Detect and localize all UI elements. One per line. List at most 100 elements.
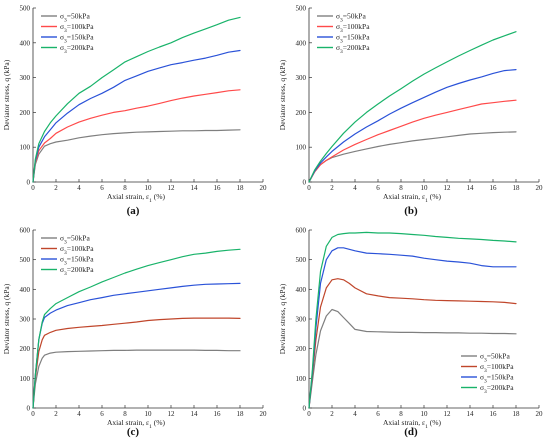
x-tick-label: 14 bbox=[191, 410, 199, 418]
legend-label: σ3=150kPa bbox=[480, 373, 514, 385]
legend-label: σ3=100kPa bbox=[480, 362, 514, 374]
y-tick-label: 0 bbox=[303, 179, 307, 187]
legend-label: σ3=50kPa bbox=[60, 12, 90, 24]
x-tick-label: 4 bbox=[353, 184, 357, 192]
x-tick-label: 14 bbox=[191, 184, 199, 192]
y-tick-label: 0 bbox=[303, 405, 307, 413]
legend-label: σ3=150kPa bbox=[60, 33, 94, 45]
y-tick-label: 600 bbox=[20, 227, 31, 235]
x-tick-label: 18 bbox=[513, 410, 521, 418]
x-tick-label: 20 bbox=[260, 184, 268, 192]
y-tick-label: 400 bbox=[296, 286, 307, 294]
x-tick-label: 2 bbox=[330, 184, 334, 192]
x-tick-label: 2 bbox=[54, 410, 58, 418]
y-tick-label: 100 bbox=[296, 375, 307, 383]
legend-label: σ3=50kPa bbox=[336, 12, 366, 24]
y-axis-title: Deviator stress, q (kPa) bbox=[2, 283, 11, 354]
x-tick-label: 20 bbox=[536, 184, 544, 192]
x-tick-label: 18 bbox=[237, 410, 245, 418]
x-axis-title: Axial strain, ε1 (%) bbox=[107, 192, 165, 204]
y-tick-label: 0 bbox=[27, 179, 31, 187]
legend-label: σ3=150kPa bbox=[336, 33, 370, 45]
x-tick-label: 0 bbox=[31, 410, 35, 418]
x-tick-label: 2 bbox=[330, 410, 334, 418]
y-tick-label: 300 bbox=[296, 316, 307, 324]
series-line-4 bbox=[32, 16, 241, 183]
legend-label: σ3=200kPa bbox=[480, 383, 514, 395]
x-tick-label: 0 bbox=[31, 184, 35, 192]
y-tick-label: 300 bbox=[20, 316, 31, 324]
x-tick-label: 12 bbox=[444, 184, 452, 192]
y-axis-title: Deviator stress, q (kPa) bbox=[278, 59, 287, 130]
chart-panel-d: 0 2 4 6 8 10 12 14 16 18 200100200300400500600Axia… bbox=[278, 227, 543, 439]
x-tick-label: 10 bbox=[421, 184, 429, 192]
legend-label: σ3=200kPa bbox=[60, 265, 94, 277]
x-tick-label: 14 bbox=[467, 410, 475, 418]
y-tick-label: 400 bbox=[20, 286, 31, 294]
series-line-1 bbox=[308, 131, 517, 183]
y-tick-label: 400 bbox=[296, 39, 307, 47]
y-axis-title: Deviator stress, q (kPa) bbox=[2, 59, 11, 130]
x-axis-title: Axial strain, ε1 (%) bbox=[107, 418, 165, 430]
x-tick-label: 8 bbox=[399, 410, 403, 418]
y-tick-label: 200 bbox=[20, 345, 31, 353]
series-line-3 bbox=[32, 282, 241, 409]
y-tick-label: 0 bbox=[27, 405, 31, 413]
y-tick-label: 200 bbox=[20, 109, 31, 117]
legend-label: σ3=50kPa bbox=[60, 234, 90, 246]
x-tick-label: 0 bbox=[307, 410, 311, 418]
x-tick-label: 12 bbox=[168, 184, 176, 192]
x-tick-label: 16 bbox=[214, 410, 222, 418]
x-axis-title: Axial strain, ε1 (%) bbox=[383, 418, 441, 430]
legend-label: σ3=200kPa bbox=[336, 43, 370, 55]
x-tick-label: 16 bbox=[214, 184, 222, 192]
legend-label: σ3=100kPa bbox=[60, 22, 94, 34]
x-tick-label: 4 bbox=[77, 410, 81, 418]
y-tick-label: 500 bbox=[296, 256, 307, 264]
series-line-4 bbox=[308, 31, 517, 183]
y-axis-title: Deviator stress, q (kPa) bbox=[278, 283, 287, 354]
x-tick-label: 20 bbox=[536, 410, 544, 418]
x-tick-label: 20 bbox=[260, 410, 268, 418]
x-axis-title: Axial strain, ε1 (%) bbox=[383, 192, 441, 204]
y-tick-label: 300 bbox=[296, 74, 307, 82]
series-line-1 bbox=[32, 129, 241, 183]
y-tick-label: 100 bbox=[20, 144, 31, 152]
legend-label: σ3=150kPa bbox=[60, 255, 94, 267]
series-line-1 bbox=[32, 349, 241, 409]
series-line-4 bbox=[308, 231, 517, 409]
x-tick-label: 10 bbox=[145, 184, 153, 192]
x-tick-label: 6 bbox=[100, 410, 104, 418]
series-line-1 bbox=[308, 308, 517, 409]
y-tick-label: 300 bbox=[20, 74, 31, 82]
y-tick-label: 100 bbox=[20, 375, 31, 383]
series-line-3 bbox=[308, 247, 517, 409]
x-tick-label: 18 bbox=[237, 184, 245, 192]
series-line-2 bbox=[308, 278, 517, 409]
x-tick-label: 10 bbox=[421, 410, 429, 418]
x-tick-label: 12 bbox=[444, 410, 452, 418]
x-tick-label: 4 bbox=[77, 184, 81, 192]
legend-label: σ3=50kPa bbox=[480, 352, 510, 364]
x-tick-label: 18 bbox=[513, 184, 521, 192]
x-tick-label: 12 bbox=[168, 410, 176, 418]
x-tick-label: 16 bbox=[490, 184, 498, 192]
legend-label: σ3=200kPa bbox=[60, 43, 94, 55]
y-tick-label: 200 bbox=[296, 109, 307, 117]
x-tick-label: 6 bbox=[100, 184, 104, 192]
panel-label: (c) bbox=[127, 426, 140, 438]
y-tick-label: 100 bbox=[296, 144, 307, 152]
x-tick-label: 14 bbox=[467, 184, 475, 192]
y-tick-label: 400 bbox=[20, 39, 31, 47]
x-tick-label: 10 bbox=[145, 410, 153, 418]
panel-label: (b) bbox=[404, 205, 418, 217]
x-tick-label: 8 bbox=[123, 410, 127, 418]
chart-panel-c: 0 2 4 6 8 10 12 14 16 18 200100200300400500600Axia… bbox=[2, 227, 267, 439]
